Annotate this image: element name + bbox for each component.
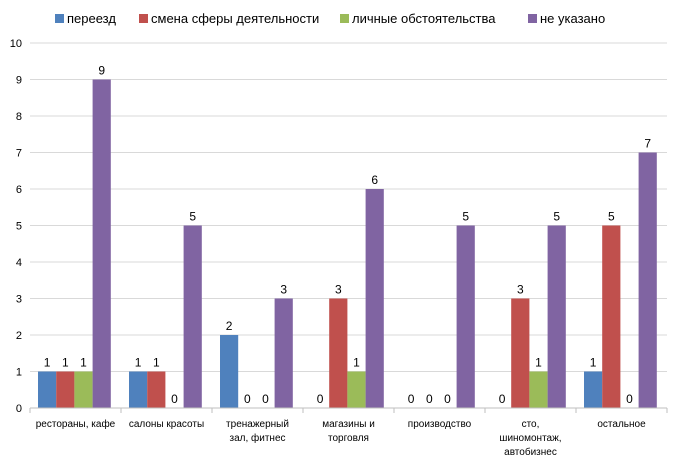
category-label-line: остальное xyxy=(597,419,646,430)
y-tick-label: 3 xyxy=(16,294,22,306)
category-label: тренажерный зал, фитнес xyxy=(226,419,289,444)
y-tick-label: 10 xyxy=(10,38,22,50)
category-label-line: сто, xyxy=(522,419,540,430)
data-label: 1 xyxy=(135,356,142,370)
y-tick-label: 4 xyxy=(16,257,22,269)
bar xyxy=(329,298,348,408)
legend-swatch xyxy=(340,14,349,23)
category-label-line: тренажерный xyxy=(226,419,289,430)
category-label-line: салоны красоты xyxy=(129,419,204,430)
bar xyxy=(602,225,621,408)
y-tick-label: 9 xyxy=(16,75,22,87)
data-label: 1 xyxy=(44,356,51,370)
data-label: 3 xyxy=(517,283,524,297)
data-label: 0 xyxy=(444,392,451,406)
bar xyxy=(547,225,566,408)
category-label-line: шиномонтаж, xyxy=(499,433,561,444)
data-label: 5 xyxy=(189,210,196,224)
bar xyxy=(456,225,475,408)
data-label: 0 xyxy=(626,392,633,406)
bar xyxy=(129,371,148,408)
data-label: 6 xyxy=(371,173,378,187)
data-label: 1 xyxy=(62,356,69,370)
data-label: 0 xyxy=(408,392,415,406)
bar xyxy=(529,371,548,408)
y-tick-label: 0 xyxy=(16,403,22,415)
data-label: 0 xyxy=(426,392,433,406)
category-label-line: производство xyxy=(408,419,472,430)
category-label: рестораны, кафе xyxy=(36,418,116,430)
bars xyxy=(38,79,657,408)
category-label: остальное xyxy=(597,419,646,430)
data-label: 0 xyxy=(317,392,324,406)
data-label: 9 xyxy=(98,64,105,78)
category-label-line: зал, фитнес xyxy=(229,432,285,444)
y-tick-label: 5 xyxy=(16,221,22,233)
y-tick-label: 8 xyxy=(16,111,22,123)
legend-label: не указано xyxy=(540,11,605,26)
category-label-line: рестораны, кафе xyxy=(36,418,116,430)
data-label: 1 xyxy=(590,356,597,370)
bar xyxy=(220,335,239,408)
category-label: производство xyxy=(408,419,472,430)
x-axis: рестораны, кафе салоны красоты тренажерный… xyxy=(29,407,668,458)
bar xyxy=(92,79,111,408)
bar xyxy=(56,371,75,408)
y-tick-label: 6 xyxy=(16,184,22,196)
data-label: 0 xyxy=(244,392,251,406)
bar xyxy=(183,225,202,408)
data-label: 1 xyxy=(535,356,542,370)
data-label: 0 xyxy=(262,392,269,406)
legend-swatch xyxy=(528,14,537,23)
legend-swatch xyxy=(139,14,148,23)
data-label: 3 xyxy=(335,283,342,297)
gridlines xyxy=(30,42,667,372)
y-tick-label: 2 xyxy=(16,330,22,342)
data-label: 2 xyxy=(226,319,233,333)
bar xyxy=(74,371,93,408)
data-label: 1 xyxy=(80,356,87,370)
data-label: 0 xyxy=(499,392,506,406)
category-label: сто, шиномонтаж, автобизнес xyxy=(499,419,561,458)
y-tick-label: 7 xyxy=(16,148,22,160)
bar xyxy=(584,371,603,408)
bar xyxy=(511,298,530,408)
category-label-line: автобизнес xyxy=(504,446,557,458)
legend-label: смена сферы деятельности xyxy=(151,11,319,26)
bar xyxy=(147,371,166,408)
bar xyxy=(347,371,366,408)
y-axis: 0 1 2 3 4 5 6 7 8 9 10 xyxy=(10,38,22,415)
chart-legend: переезд смена сферы деятельности личные об… xyxy=(55,11,605,26)
bar xyxy=(365,189,384,408)
y-tick-label: 1 xyxy=(16,367,22,379)
data-label: 0 xyxy=(171,392,178,406)
bar xyxy=(274,298,293,408)
legend-swatch xyxy=(55,14,64,23)
legend-label: переезд xyxy=(67,11,116,26)
data-label: 3 xyxy=(280,283,287,297)
data-label: 5 xyxy=(608,210,615,224)
category-label: салоны красоты xyxy=(129,419,204,430)
legend-label: личные обстоятельства xyxy=(352,11,496,26)
data-label: 1 xyxy=(153,356,160,370)
category-label-line: торговля xyxy=(328,433,369,444)
category-label-line: магазины и xyxy=(322,419,375,430)
bar xyxy=(638,152,657,408)
data-label: 5 xyxy=(462,210,469,224)
data-label: 1 xyxy=(353,356,360,370)
category-label: магазины и торговля xyxy=(322,419,375,444)
data-label: 5 xyxy=(553,210,560,224)
bar xyxy=(38,371,57,408)
data-label: 7 xyxy=(644,137,651,151)
